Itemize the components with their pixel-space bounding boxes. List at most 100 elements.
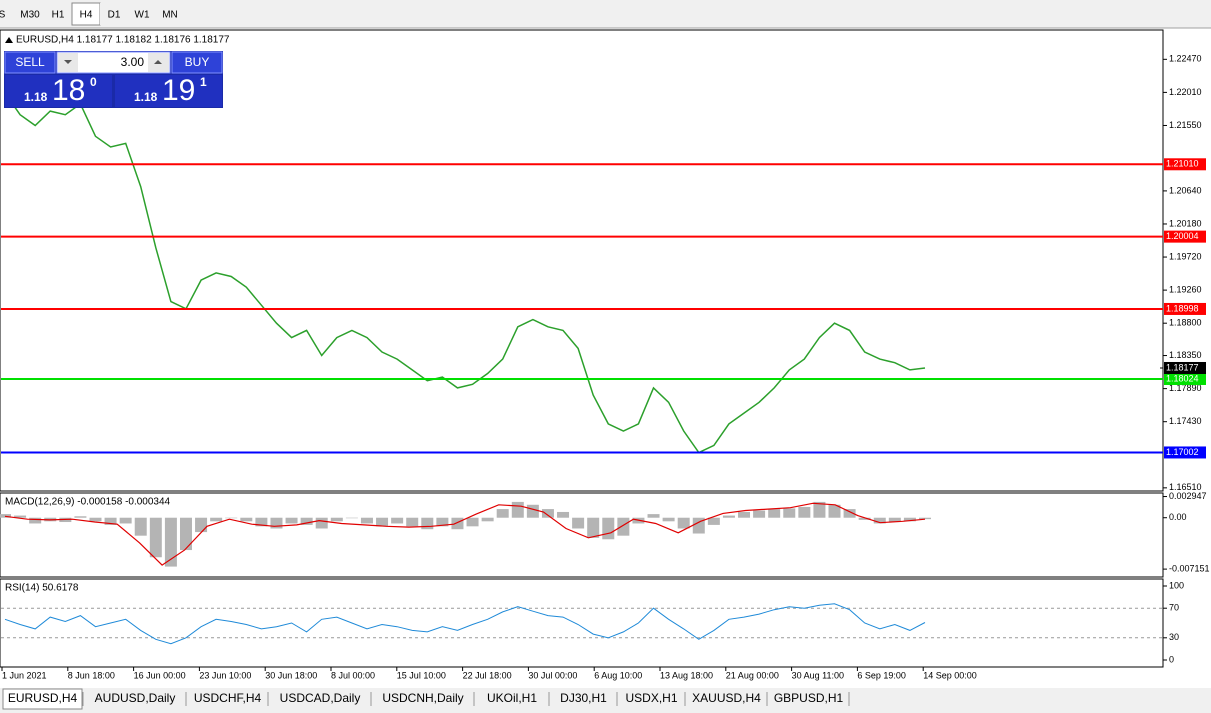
x-tick-label: 14 Sep 00:00: [923, 670, 977, 680]
timeframe-button[interactable]: [128, 3, 156, 25]
tab[interactable]: [476, 689, 548, 709]
price-tag-label: 1.18998: [1166, 303, 1199, 313]
macd-bar: [89, 517, 102, 522]
tab[interactable]: [551, 689, 616, 709]
macd-header: MACD(12,26,9) -0.000158 -0.000344: [5, 497, 171, 508]
macd-bar: [195, 517, 208, 533]
sell-label: SELL: [15, 55, 45, 69]
down-arrow: [64, 60, 72, 64]
x-tick-label: 21 Aug 00:00: [726, 670, 779, 680]
x-tick-label: 15 Jul 10:00: [397, 670, 446, 680]
x-tick-label: 30 Jun 18:00: [265, 670, 317, 680]
bid-main: 18: [52, 74, 85, 107]
tab-label: USDCAD,Daily: [280, 691, 361, 705]
timeframe-label: M30: [20, 10, 40, 21]
tabs: EURUSD,H4 AUDUSD,Daily USDCHF,H4 USDCAD,Dai…: [2, 688, 850, 710]
sell-button[interactable]: [4, 51, 56, 74]
macd-bar: [647, 514, 660, 518]
price-tag: [1164, 230, 1206, 243]
macd-signal: [4, 502, 926, 566]
bid-box[interactable]: [5, 75, 112, 107]
x-tick-label: 8 Jul 00:00: [331, 670, 375, 680]
macd-bar: [541, 509, 554, 518]
rsi-panel: [0, 578, 1164, 668]
y-tick-label: 1.20640: [1169, 185, 1202, 195]
macd-bar: [843, 509, 856, 518]
price-tag: [1164, 446, 1206, 459]
volume-box[interactable]: [56, 51, 171, 74]
tab[interactable]: [619, 689, 684, 709]
macd-bar: [707, 517, 720, 525]
ask-box[interactable]: [115, 75, 222, 107]
x-tick-label: 16 Jun 00:00: [134, 670, 186, 680]
macd-bar: [315, 517, 328, 529]
timeframe-button[interactable]: [16, 3, 44, 25]
price-tag-label: 1.21010: [1166, 159, 1199, 169]
tab[interactable]: [769, 689, 848, 709]
collapse-icon[interactable]: [5, 37, 13, 43]
y-tick-label: 1.17890: [1169, 383, 1202, 393]
macd-tick-label: 0.00: [1169, 512, 1187, 522]
tab[interactable]: [188, 689, 267, 709]
macd-bar: [270, 517, 283, 529]
tab[interactable]: [373, 689, 473, 709]
tab-label: AUDUSD,Daily: [95, 691, 176, 705]
volume-value[interactable]: 3.00: [121, 55, 145, 69]
macd-bar: [858, 517, 871, 520]
timeframes: S M30 H1 H4 D1 W1 MN: [0, 2, 184, 26]
macd-bar: [164, 517, 177, 567]
macd-bar: [360, 517, 373, 524]
y-tick-label: 1.16510: [1169, 482, 1202, 492]
y-tick-label: 1.19260: [1169, 284, 1202, 294]
rsi-tick-label: 70: [1169, 603, 1179, 613]
macd-bar: [29, 517, 42, 524]
x-tick-label: 8 Jun 18:00: [68, 670, 115, 680]
bid-small: 0: [90, 75, 97, 89]
macd-bar: [149, 517, 162, 558]
x-tick-label: 1 Jun 2021: [2, 670, 47, 680]
macd-bar: [768, 509, 781, 518]
timeframe-label: W1: [135, 10, 150, 21]
macd-tick-label: 0.002947: [1169, 491, 1207, 501]
tab-label: DJ30,H1: [560, 691, 607, 705]
timeframe-button[interactable]: [44, 3, 72, 25]
tab[interactable]: [687, 689, 766, 709]
price-tag-label: 1.18024: [1166, 373, 1199, 383]
macd-bar: [406, 517, 419, 527]
price-tag: [1164, 302, 1206, 315]
macd-bar: [662, 517, 675, 522]
timeframe-button[interactable]: [0, 3, 16, 25]
macd-bar: [813, 501, 826, 518]
x-tick-label: 30 Aug 11:00: [792, 670, 844, 680]
y-tick-label: 1.22010: [1169, 87, 1202, 97]
macd-bar: [436, 517, 449, 527]
x-tick-label: 6 Sep 19:00: [857, 670, 906, 680]
tab[interactable]: [270, 689, 370, 709]
price-tag: [1164, 158, 1206, 171]
timeframe-button[interactable]: [156, 3, 184, 25]
timeframe-label: D1: [108, 10, 121, 21]
macd-bar: [602, 517, 615, 540]
macd-bar: [692, 517, 705, 534]
y-tick-label: 1.20180: [1169, 218, 1202, 228]
buy-button[interactable]: [171, 51, 223, 74]
macd-bar: [285, 517, 298, 524]
timeframe-label: H4: [80, 10, 93, 21]
x-tick-label: 6 Aug 10:00: [594, 670, 642, 680]
macd-bar: [330, 517, 343, 522]
tab[interactable]: [85, 689, 185, 709]
macd-bar: [557, 511, 570, 518]
price-tag: [1164, 372, 1206, 385]
macd-bar: [783, 508, 796, 518]
x-tick-label: 23 Jun 10:00: [199, 670, 251, 680]
ask-big: 1.18: [134, 90, 158, 104]
price-tag-label: 1.20004: [1166, 231, 1199, 241]
timeframe-button[interactable]: [100, 3, 128, 25]
macd-bar: [511, 501, 524, 518]
macd-bar: [873, 517, 886, 524]
tab-label: GBPUSD,H1: [774, 691, 844, 705]
tab[interactable]: [2, 688, 83, 710]
macd-bar: [903, 517, 916, 522]
macd-bar: [753, 510, 766, 518]
